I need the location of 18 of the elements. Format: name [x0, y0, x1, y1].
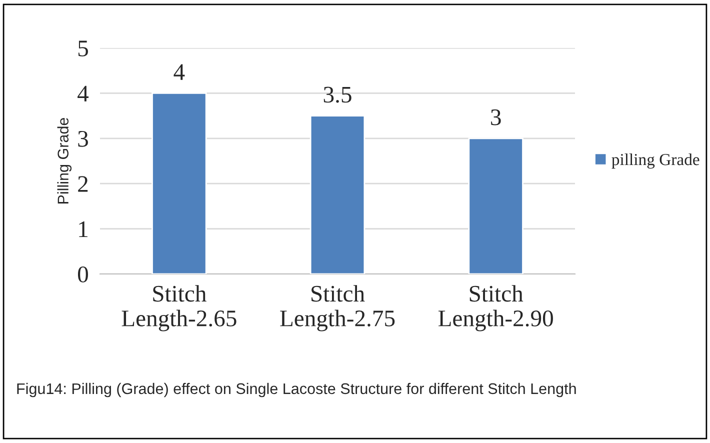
x-tick-label: Stitch Length-2.65 [122, 285, 236, 332]
bar [468, 138, 524, 274]
bar [152, 92, 207, 274]
y-tick-label: 3 [78, 130, 88, 147]
y-tick-label: 4 [78, 86, 89, 102]
data-label: 3.5 [324, 86, 352, 103]
x-tick-label: Stitch Length-2.75 [280, 285, 395, 332]
legend-label: pilling Grade [612, 153, 700, 169]
y-tick-label: 0 [78, 266, 88, 282]
bar [310, 115, 366, 274]
y-tick-label: 2 [78, 176, 88, 192]
y-tick-label: 1 [79, 221, 88, 237]
caption: Figu14: Pilling (Grade) effect on Single Lacoste Structure for different Stitch Length [17, 382, 576, 398]
data-label: 3 [491, 109, 501, 126]
y-tick-label: 5 [78, 40, 88, 56]
x-tick-label: Stitch Length-2.90 [438, 285, 553, 332]
data-label: 4 [174, 64, 185, 80]
y-axis-title: Pilling Grade [57, 118, 72, 204]
